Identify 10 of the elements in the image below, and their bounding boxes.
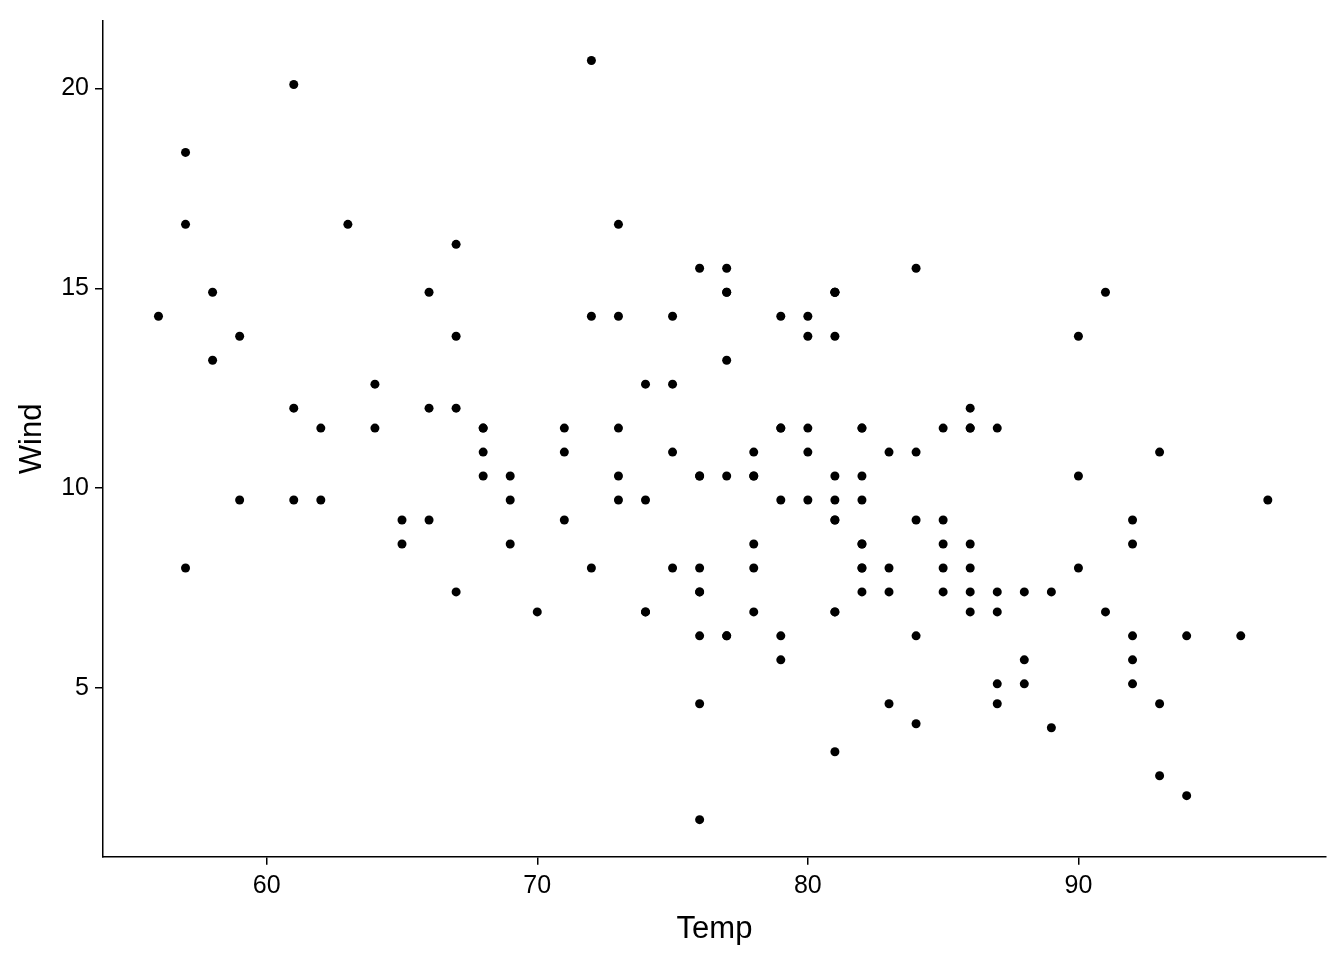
y-tick-label: 20 (61, 72, 90, 101)
x-tick-label: 60 (252, 869, 281, 898)
y-tick-label: 5 (75, 671, 90, 700)
x-tick-label: 70 (523, 869, 552, 898)
y-tick-label: 10 (61, 471, 90, 500)
x-axis-title: Temp (676, 909, 753, 945)
y-tick-label: 15 (61, 272, 90, 301)
x-tick-label: 90 (1064, 869, 1093, 898)
y-axis-title: Wind (13, 403, 49, 475)
x-tick-label: 80 (793, 869, 822, 898)
